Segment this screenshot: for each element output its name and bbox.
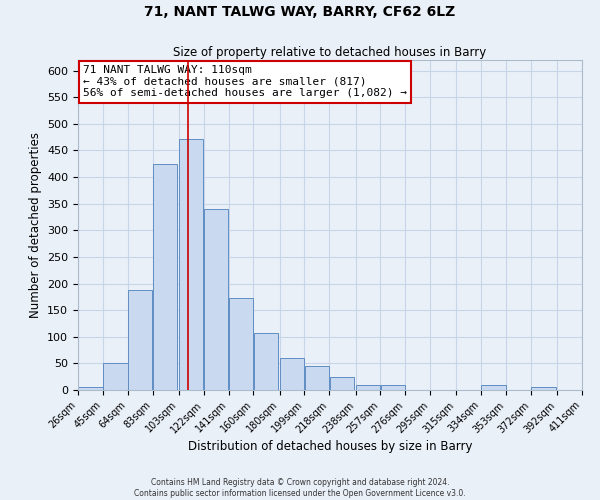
Bar [229,298,253,390]
Text: Contains HM Land Registry data © Crown copyright and database right 2024.
Contai: Contains HM Land Registry data © Crown c… [134,478,466,498]
Text: 71 NANT TALWG WAY: 110sqm
← 43% of detached houses are smaller (817)
56% of semi: 71 NANT TALWG WAY: 110sqm ← 43% of detac… [83,65,407,98]
Bar [78,388,103,390]
Bar [380,384,405,390]
Bar [531,388,556,390]
Text: 71, NANT TALWG WAY, BARRY, CF62 6LZ: 71, NANT TALWG WAY, BARRY, CF62 6LZ [145,5,455,19]
X-axis label: Distribution of detached houses by size in Barry: Distribution of detached houses by size … [188,440,472,454]
Y-axis label: Number of detached properties: Number of detached properties [29,132,41,318]
Bar [329,376,354,390]
Bar [179,139,203,390]
Bar [103,364,128,390]
Bar [128,290,152,390]
Bar [254,332,278,390]
Bar [204,209,229,390]
Bar [280,358,304,390]
Bar [356,384,380,390]
Bar [305,366,329,390]
Bar [481,384,506,390]
Title: Size of property relative to detached houses in Barry: Size of property relative to detached ho… [173,46,487,59]
Bar [153,164,177,390]
